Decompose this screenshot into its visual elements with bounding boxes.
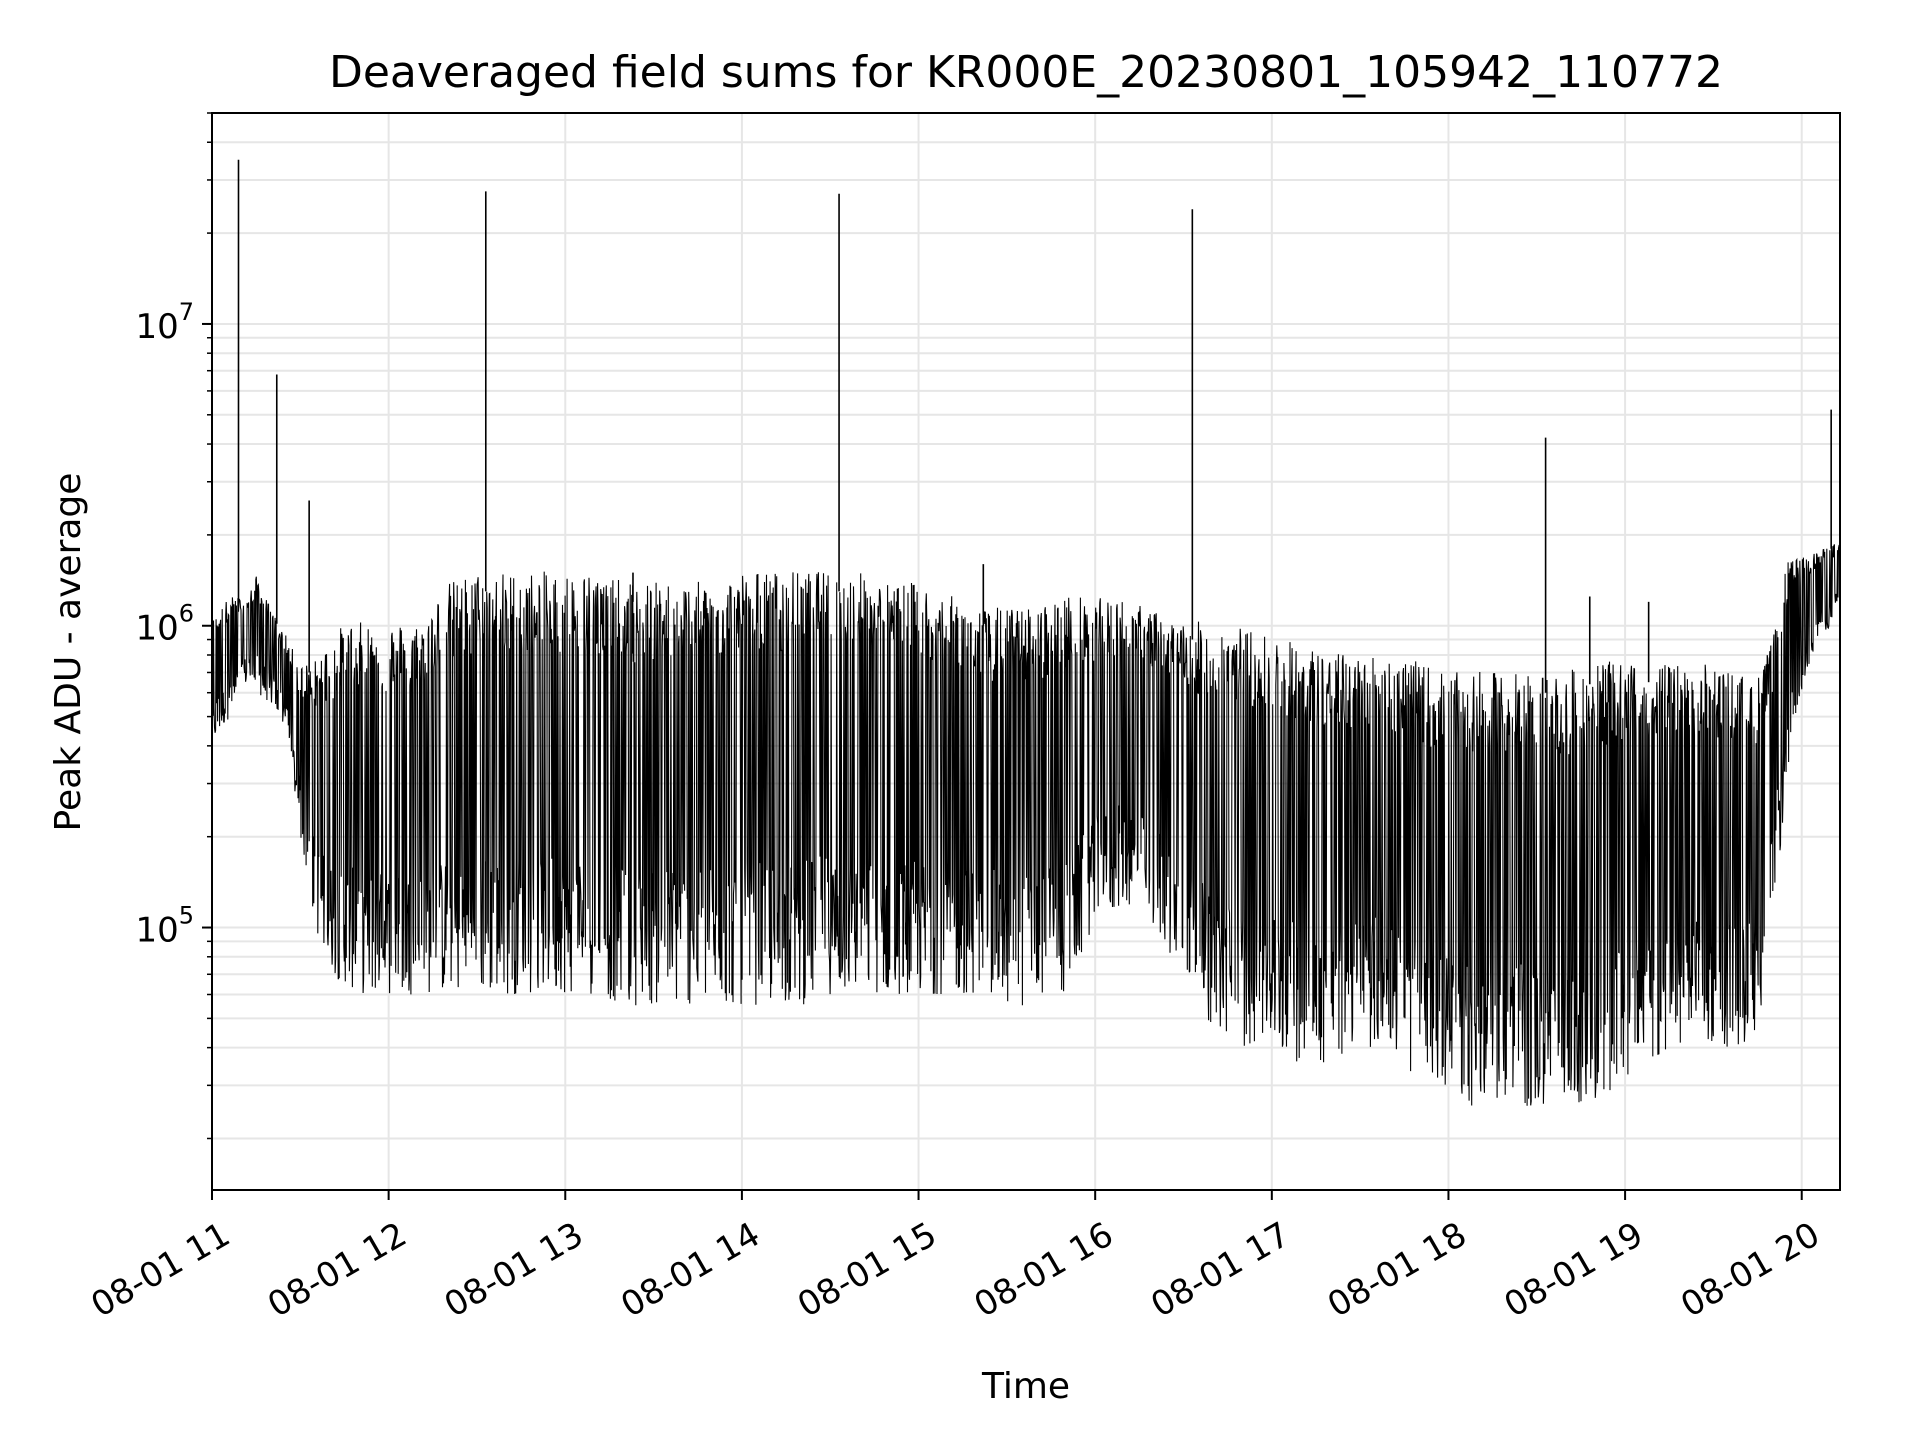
x-tick-label: 08-01 19 bbox=[1498, 1215, 1650, 1326]
y-tick-label: 105 bbox=[135, 902, 194, 951]
y-tick-label: 106 bbox=[135, 600, 194, 649]
x-tick-label: 08-01 13 bbox=[438, 1215, 590, 1326]
series-line bbox=[211, 544, 1841, 1106]
plot-frame bbox=[211, 112, 1841, 1191]
data-series bbox=[211, 159, 1841, 1106]
x-tick-label: 08-01 11 bbox=[85, 1215, 237, 1326]
x-axis: 08-01 11 08-01 12 08-01 13 08-01 14 08-01 15… bbox=[85, 1190, 1827, 1326]
y-tick-label: 107 bbox=[135, 298, 194, 347]
x-tick-label: 08-01 17 bbox=[1144, 1215, 1296, 1326]
y-axis-label: Peak ADU - average bbox=[48, 473, 89, 832]
x-tick-label: 08-01 12 bbox=[261, 1215, 413, 1326]
x-axis-label: Time bbox=[981, 1366, 1070, 1407]
x-tick-label: 08-01 15 bbox=[791, 1215, 943, 1326]
x-tick-label: 08-01 16 bbox=[968, 1215, 1120, 1326]
x-tick-label: 08-01 18 bbox=[1321, 1215, 1473, 1326]
y-axis: 105 106 107 bbox=[135, 112, 212, 1140]
chart-title: Deaveraged field sums for KR000E_2023080… bbox=[329, 47, 1723, 98]
x-tick-label: 08-01 20 bbox=[1674, 1215, 1826, 1326]
x-tick-label: 08-01 14 bbox=[614, 1215, 766, 1326]
